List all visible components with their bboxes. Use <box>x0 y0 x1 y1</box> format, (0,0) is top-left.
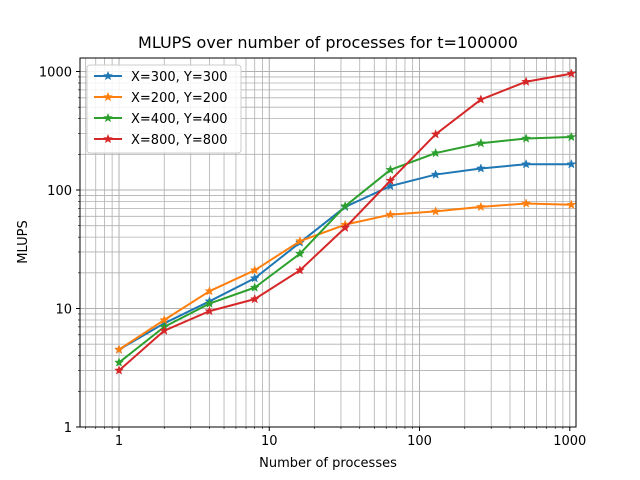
legend-label: X=300, Y=300 <box>131 70 228 85</box>
legend-box <box>86 64 242 154</box>
data-point <box>249 273 260 283</box>
series-lines <box>114 68 577 375</box>
data-point <box>340 222 351 232</box>
data-point <box>385 209 396 219</box>
x-tick-label: 100 <box>407 434 432 449</box>
y-axis-title: MLUPS <box>16 220 31 263</box>
data-point <box>294 248 305 258</box>
data-point <box>294 265 305 275</box>
x-axis-title: Number of processes <box>259 456 397 471</box>
legend-label: X=200, Y=200 <box>131 91 228 106</box>
data-point <box>114 365 124 375</box>
data-point <box>340 200 351 211</box>
data-point <box>249 282 260 292</box>
data-point <box>204 298 215 308</box>
legend-marker <box>103 91 113 102</box>
data-point <box>475 201 486 212</box>
legend: X=300, Y=300 X=200, Y=200 X=400, Y=400 X=80… <box>86 64 242 154</box>
data-point <box>566 68 577 78</box>
data-point <box>249 293 260 304</box>
data-point <box>430 169 441 179</box>
data-point <box>249 265 260 275</box>
x-tick-label: 1000 <box>553 434 586 449</box>
plot-frame <box>79 57 577 428</box>
y-tick-label: 1000 <box>39 66 72 81</box>
y-tick-label: 100 <box>47 184 72 199</box>
data-point <box>475 138 486 148</box>
data-point <box>521 159 532 169</box>
x-tick-label: 1 <box>115 434 123 449</box>
data-point <box>385 175 396 185</box>
legend-marker <box>103 133 113 144</box>
data-point <box>566 131 577 142</box>
data-point <box>294 235 305 246</box>
data-point <box>566 199 577 210</box>
y-tick-label: 10 <box>55 303 72 318</box>
chart-title: MLUPS over number of processes for t=100… <box>138 33 518 52</box>
series-4 <box>114 68 577 375</box>
data-point <box>204 285 215 296</box>
x-tick-label: 10 <box>261 434 278 449</box>
series-3 <box>114 131 577 367</box>
data-point <box>521 133 532 143</box>
data-point <box>475 94 486 104</box>
data-point <box>521 76 532 86</box>
data-point <box>204 305 215 316</box>
data-point <box>475 163 486 173</box>
axis-ticks: 1 10 100 1000 1 10 100 1000 <box>39 66 586 449</box>
data-point <box>114 344 124 354</box>
legend-label: X=800, Y=800 <box>131 133 228 148</box>
data-point <box>385 164 396 175</box>
legend-marker <box>103 70 113 81</box>
legend-marker <box>103 112 113 123</box>
data-point <box>159 325 170 335</box>
data-point <box>430 206 441 216</box>
data-point <box>114 357 124 367</box>
legend-label: X=400, Y=400 <box>131 112 228 127</box>
data-point <box>521 198 532 208</box>
y-tick-label: 1 <box>64 421 72 436</box>
data-point <box>566 159 577 169</box>
data-point <box>430 147 441 158</box>
data-point <box>430 129 441 139</box>
